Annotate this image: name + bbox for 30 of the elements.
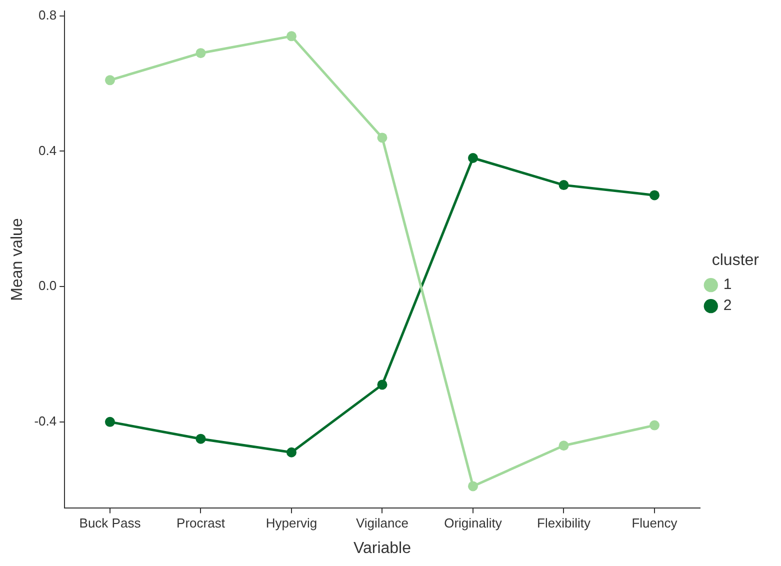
point	[377, 380, 388, 390]
x-tick-label: Originality	[444, 516, 502, 531]
point	[650, 420, 660, 430]
x-tick-label: Hypervig	[266, 516, 318, 531]
point	[558, 180, 569, 190]
point	[558, 440, 569, 451]
x-tick-label: Vigilance	[356, 516, 409, 531]
legend-label: 1	[723, 276, 732, 294]
y-tick-label: 0.0	[38, 278, 57, 294]
point	[286, 447, 296, 458]
x-tick-label: Procrast	[176, 516, 226, 531]
legend-title: cluster	[712, 252, 760, 269]
point	[196, 434, 206, 444]
y-axis-title: Mean value	[9, 218, 26, 301]
point	[377, 132, 388, 143]
x-tick-label: Buck Pass	[79, 516, 142, 531]
x-tick-label: Flexibility	[537, 516, 591, 531]
x-tick-label: Fluency	[632, 516, 678, 531]
x-axis-title: Variable	[353, 540, 412, 557]
point	[468, 152, 478, 163]
point	[196, 48, 206, 58]
point	[286, 31, 296, 42]
point	[104, 75, 115, 86]
point	[104, 416, 115, 427]
point	[468, 481, 478, 492]
point	[650, 190, 660, 200]
y-tick-label: 0.8	[38, 7, 57, 22]
legend-label: 2	[723, 297, 732, 314]
y-tick-label: 0.4	[38, 142, 57, 158]
y-tick-label: -0.4	[34, 413, 57, 428]
